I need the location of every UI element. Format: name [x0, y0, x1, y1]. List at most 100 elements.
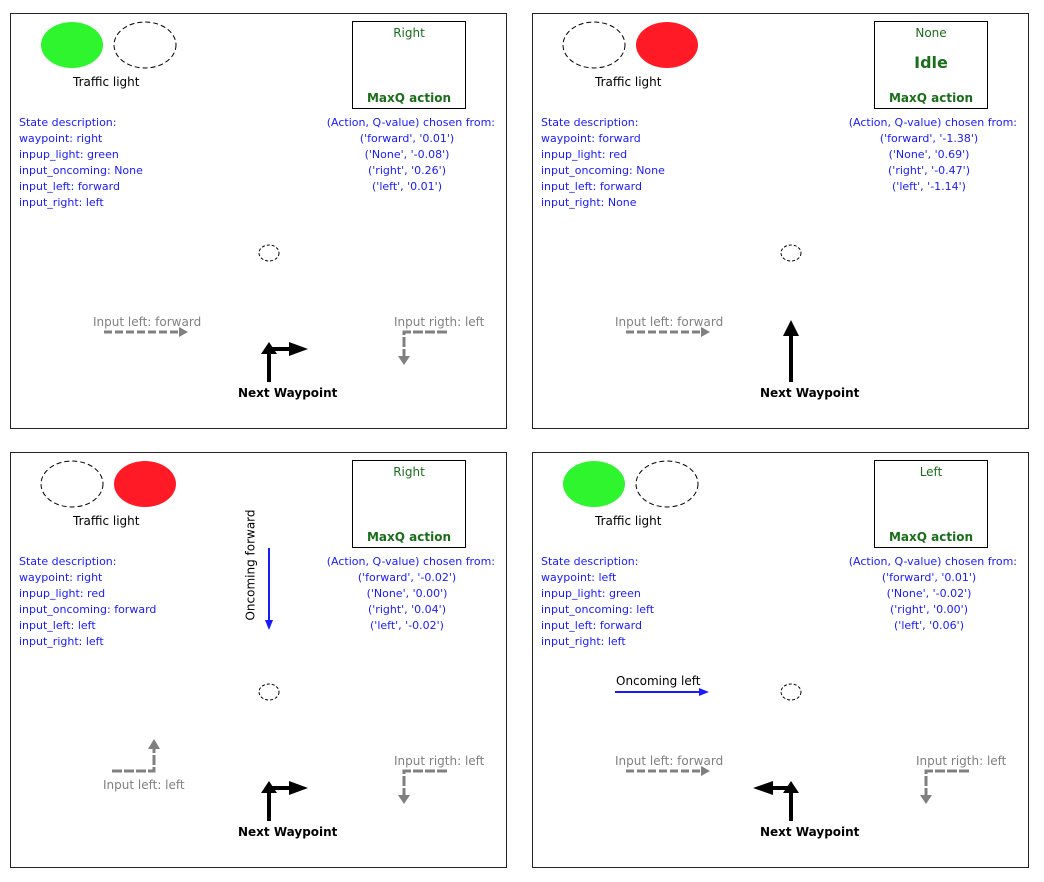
state-line: waypoint: left: [541, 571, 617, 584]
state-description: State description: waypoint: right inpup…: [19, 554, 156, 650]
state-line: input_right: left: [19, 196, 104, 209]
choice-row: ('None', '0.69'): [888, 148, 970, 161]
input-right-label: Input rigth: left: [394, 754, 485, 768]
choice-row: ('left', '-0.02'): [370, 619, 444, 632]
qvalue-choices: (Action, Q-value) chosen from: ('forward…: [841, 115, 1017, 195]
choice-row: ('forward', '0.01'): [881, 571, 977, 584]
state-description: State description: waypoint: left inpup_…: [541, 554, 654, 650]
state-line: input_left: forward: [19, 180, 120, 193]
panel-top-right: Traffic light None Idle MaxQ action Stat…: [532, 13, 1029, 429]
maxq-action-value: Right: [393, 26, 425, 40]
input-right-left-arrow-icon: [920, 769, 969, 804]
state-line: inpup_light: green: [19, 148, 119, 161]
input-left-left-arrow-icon: [112, 739, 160, 773]
red-light-icon: [636, 22, 698, 68]
state-line: input_left: forward: [541, 619, 642, 632]
state-title: State description:: [19, 116, 117, 129]
light-off-icon: [635, 460, 699, 508]
state-line: input_left: forward: [541, 180, 642, 193]
qvalue-choices: (Action, Q-value) chosen from: ('forward…: [319, 115, 495, 195]
input-left-label: Input left: forward: [615, 754, 724, 768]
state-line: input_right: None: [541, 196, 637, 209]
traffic-light-label: Traffic light: [73, 514, 140, 528]
maxq-action-box: Right MaxQ action: [352, 460, 466, 548]
state-line: input_oncoming: forward: [19, 603, 157, 616]
red-light-icon: [114, 461, 176, 507]
panel-2-drawing: [562, 21, 802, 382]
state-line: inpup_light: red: [19, 587, 106, 600]
choice-row: ('right', '-0.47'): [888, 164, 970, 177]
state-line: input_right: left: [19, 635, 104, 648]
state-title: State description:: [19, 555, 117, 568]
next-waypoint-label: Next Waypoint: [238, 386, 338, 400]
intersection-center-icon: [258, 244, 280, 262]
green-light-icon: [41, 22, 103, 68]
choice-title: (Action, Q-value) chosen from:: [848, 555, 1017, 568]
qvalue-choices: (Action, Q-value) chosen from: ('forward…: [841, 554, 1017, 634]
choice-row: ('left', '0.01'): [372, 180, 442, 193]
choice-title: (Action, Q-value) chosen from:: [326, 116, 495, 129]
qvalue-choices: (Action, Q-value) chosen from: ('forward…: [319, 554, 495, 634]
choice-row: ('right', '0.26'): [367, 164, 446, 177]
state-line: input_right: left: [541, 635, 626, 648]
choice-row: ('forward', '-1.38'): [879, 132, 979, 145]
choice-title: (Action, Q-value) chosen from:: [848, 116, 1017, 129]
traffic-light-label: Traffic light: [595, 75, 662, 89]
light-off-icon: [562, 21, 626, 69]
panel-top-left: Traffic light Right MaxQ action State de…: [10, 13, 507, 429]
input-left-forward-arrow-icon: [104, 327, 188, 337]
maxq-action-caption: MaxQ action: [366, 91, 451, 105]
next-waypoint-right-arrow-icon: [261, 781, 308, 821]
state-line: inpup_light: red: [541, 148, 628, 161]
next-waypoint-left-arrow-icon: [753, 781, 799, 821]
choice-row: ('None', '-0.02'): [886, 587, 972, 600]
oncoming-forward-arrow-icon: [265, 548, 273, 630]
traffic-light-label: Traffic light: [595, 514, 662, 528]
state-description: State description: waypoint: right inpup…: [19, 115, 143, 211]
input-left-forward-arrow-icon: [626, 327, 710, 337]
state-title: State description:: [541, 555, 639, 568]
panel-4-drawing: [563, 460, 969, 821]
choice-row: ('forward', '-0.02'): [357, 571, 457, 584]
state-line: input_oncoming: left: [541, 603, 655, 616]
state-line: inpup_light: green: [541, 587, 641, 600]
choice-row: ('None', '0.00'): [366, 587, 448, 600]
panel-bottom-right: Traffic light Left MaxQ action State des…: [532, 452, 1029, 868]
light-off-icon: [113, 21, 177, 69]
traffic-light-label: Traffic light: [73, 75, 140, 89]
green-light-icon: [563, 461, 625, 507]
oncoming-label: Oncoming left: [616, 674, 701, 688]
maxq-action-value: Right: [393, 465, 425, 479]
input-right-left-arrow-icon: [398, 769, 447, 804]
input-left-label: Input left: forward: [615, 315, 724, 329]
input-left-label: Input left: forward: [93, 315, 202, 329]
state-line: input_oncoming: None: [541, 164, 665, 177]
intersection-center-icon: [258, 683, 280, 701]
maxq-action-value: None: [915, 26, 947, 40]
choice-row: ('right', '0.04'): [367, 603, 446, 616]
input-right-label: Input rigth: left: [394, 315, 485, 329]
next-waypoint-forward-arrow-icon: [783, 320, 799, 382]
maxq-action-caption: MaxQ action: [366, 530, 451, 544]
state-description: State description: waypoint: forward inp…: [541, 115, 665, 211]
maxq-idle-label: Idle: [914, 53, 948, 72]
choice-title: (Action, Q-value) chosen from:: [326, 555, 495, 568]
input-right-label: Input rigth: left: [916, 754, 1007, 768]
state-line: input_left: left: [19, 619, 96, 632]
intersection-center-icon: [780, 683, 802, 701]
state-line: waypoint: right: [19, 571, 103, 584]
maxq-action-box: Right MaxQ action: [352, 21, 466, 109]
input-right-left-arrow-icon: [398, 330, 447, 365]
oncoming-left-arrow-icon: [615, 688, 709, 696]
state-line: input_oncoming: None: [19, 164, 143, 177]
next-waypoint-label: Next Waypoint: [760, 386, 860, 400]
panel-bottom-left: Traffic light Right MaxQ action Oncoming…: [10, 452, 507, 868]
state-line: waypoint: forward: [541, 132, 641, 145]
choice-row: ('forward', '0.01'): [359, 132, 455, 145]
next-waypoint-right-arrow-icon: [261, 342, 308, 382]
choice-row: ('left', '-1.14'): [892, 180, 966, 193]
state-title: State description:: [541, 116, 639, 129]
maxq-action-box: Left MaxQ action: [874, 460, 988, 548]
next-waypoint-label: Next Waypoint: [760, 825, 860, 839]
light-off-icon: [40, 460, 104, 508]
